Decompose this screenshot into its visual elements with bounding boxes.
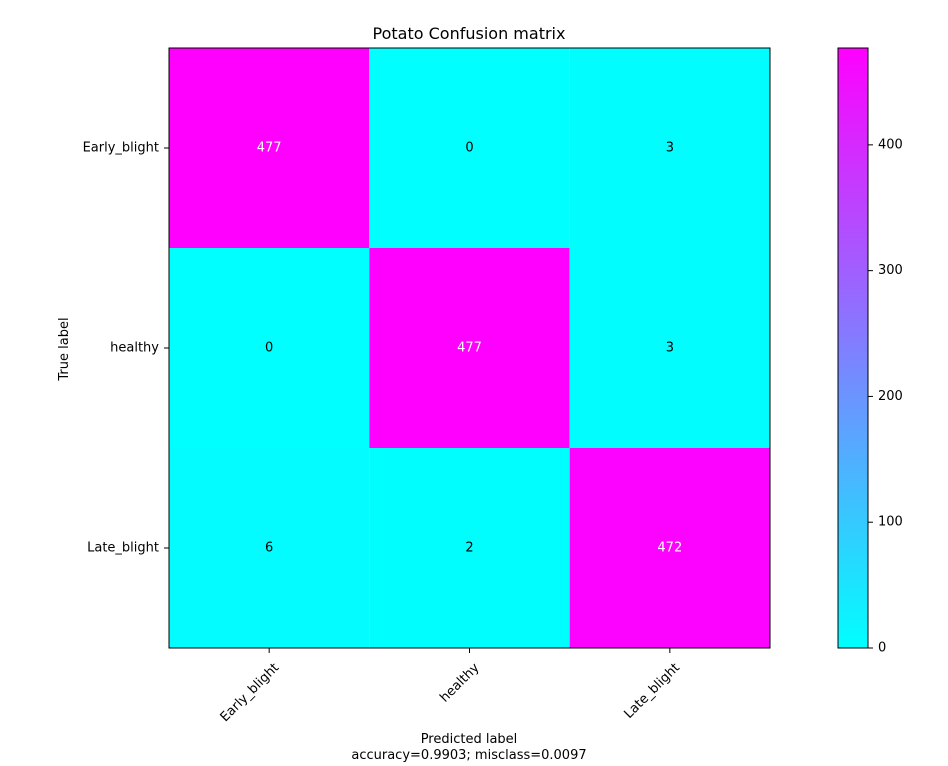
- heatmap-cell-label: 477: [457, 341, 482, 356]
- heatmap-cell: [569, 48, 770, 248]
- x-axis-label: Predicted label: [421, 732, 518, 747]
- heatmap-cell-label: 3: [666, 341, 674, 356]
- y-axis-label: True label: [57, 317, 72, 381]
- heatmap-cell: [169, 48, 370, 248]
- y-tick-label: Early_blight: [83, 141, 159, 156]
- heatmap-cell-label: 472: [657, 541, 682, 556]
- heatmap-cell: [369, 448, 570, 648]
- heatmap-cell: [169, 448, 370, 648]
- colorbar: [837, 47, 869, 649]
- heatmap-cell-label: 3: [666, 141, 674, 156]
- heatmap-cell-labels: 477 0 3 0 477 3 6 2 472: [257, 141, 682, 556]
- y-tick-label: Late_blight: [87, 541, 159, 556]
- x-tick-label: Late_blight: [621, 660, 682, 721]
- chart-title: Potato Confusion matrix: [373, 24, 566, 43]
- colorbar-tick-label: 0: [878, 641, 886, 656]
- x-axis-subtitle: accuracy=0.9903; misclass=0.0097: [351, 748, 586, 763]
- heatmap-cell: [169, 248, 370, 448]
- heatmap-cell-label: 0: [265, 341, 273, 356]
- colorbar-ticks: 0 100 200 300 400: [868, 137, 903, 656]
- heatmap-cell: [569, 248, 770, 448]
- heatmap-cell-label: 477: [257, 141, 282, 156]
- heatmap-cells: [169, 48, 770, 648]
- heatmap-cell-label: 6: [265, 541, 273, 556]
- heatmap-cell: [569, 448, 770, 648]
- x-tick-label: healthy: [437, 660, 482, 705]
- colorbar-tick-label: 200: [878, 389, 903, 404]
- colorbar-tick-label: 300: [878, 263, 903, 278]
- heatmap-cell-label: 2: [465, 541, 473, 556]
- y-tick-label: healthy: [110, 341, 159, 356]
- heatmap-cell: [369, 248, 570, 448]
- heatmap-cell-label: 0: [465, 141, 473, 156]
- x-tick-label: Early_blight: [218, 660, 283, 725]
- colorbar-tick-label: 400: [878, 137, 903, 152]
- colorbar-tick-label: 100: [878, 515, 903, 530]
- heatmap-cell: [369, 48, 570, 248]
- x-axis-ticks: Early_blight healthy Late_blight: [218, 648, 683, 725]
